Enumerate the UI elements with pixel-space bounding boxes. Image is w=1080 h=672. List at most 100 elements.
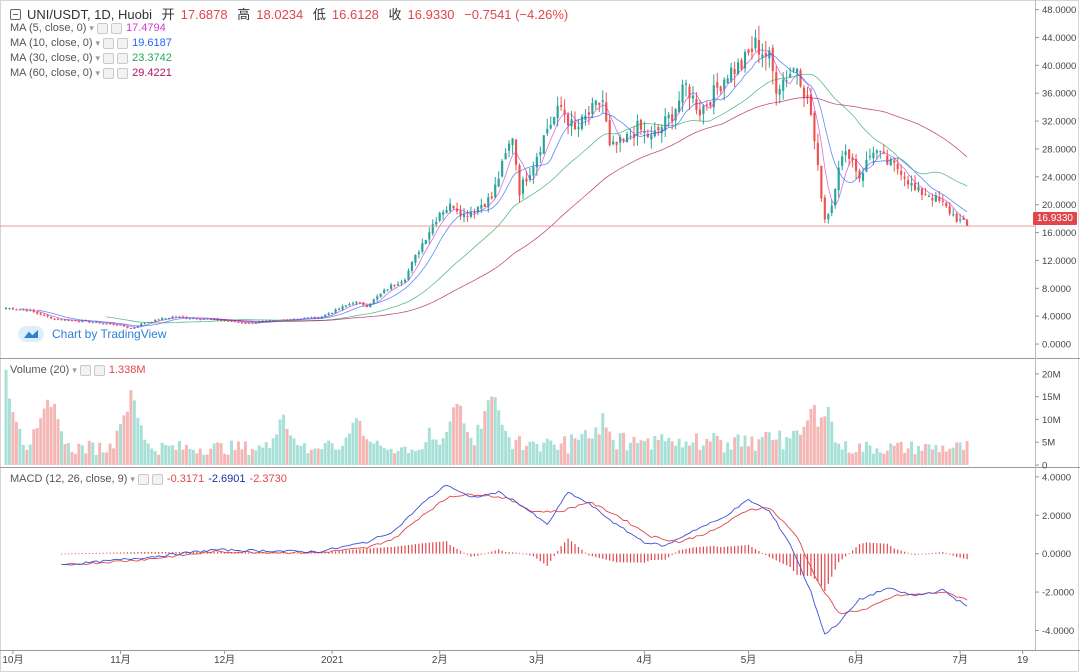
candle-body [650,134,653,140]
candle-body [740,60,743,70]
candle-body [379,293,382,297]
volume-bar [202,454,206,465]
close-icon[interactable] [117,38,129,49]
close-icon[interactable] [151,474,163,485]
candle-body [806,95,809,98]
macd-histogram-bar [106,552,108,554]
macd-histogram-bar [754,549,757,554]
candle-body [896,164,899,170]
volume-bar [632,436,636,465]
volume-bar [361,435,365,465]
volume-bar [587,438,591,465]
macd-histogram-bar [518,552,521,554]
volume-bar [327,440,331,465]
close-icon[interactable] [93,365,105,376]
macd-histogram-bar [511,552,514,554]
chevron-down-icon[interactable]: ▾ [72,365,77,375]
volume-bar [691,442,695,465]
macd-histogram-bar [213,551,215,554]
candle-body [39,313,42,315]
candle-body [455,208,459,212]
macd-histogram-bar [491,551,493,554]
candle-body [334,309,337,314]
macd-histogram-bar [949,553,951,555]
volume-bar [847,452,851,465]
tradingview-watermark[interactable]: Chart by TradingView [18,326,167,342]
close-icon[interactable] [117,53,129,64]
chevron-down-icon[interactable]: ▾ [95,53,101,63]
candle-body [77,321,80,323]
ma-legend-row[interactable]: MA (60, close, 0) ▾ 29.4221 [10,66,172,81]
ma-legend-row[interactable]: MA (30, close, 0) ▾ 23.3742 [10,51,172,66]
settings-icon[interactable] [103,68,115,79]
volume-bar [462,423,466,465]
settings-icon[interactable] [96,23,108,34]
volume-bar [549,440,553,465]
settings-icon[interactable] [79,365,91,376]
candle-body [11,308,15,310]
collapse-icon[interactable] [10,9,21,20]
candle-body [237,322,240,324]
macd-histogram-bar [699,546,701,554]
macd-histogram-bar [779,553,781,563]
open-label: 开 [161,7,175,22]
volume-legend-row[interactable]: Volume (20) ▾ 1.338M [10,363,146,378]
volume-bar [188,448,192,465]
volume-bar [119,424,122,465]
macd-histogram-bar [244,552,247,554]
volume-bar [289,435,292,465]
macd-legend-row[interactable]: MACD (12, 26, close, 9) ▾ -0.3171 -2.6901… [10,472,287,487]
volume-bar [91,442,95,465]
settings-icon[interactable] [103,53,115,64]
ma-legend-row[interactable]: MA (5, close, 0) ▾ 17.4794 [10,21,172,36]
macd-histogram-bar [675,552,677,554]
close-icon[interactable] [110,23,122,34]
chevron-down-icon[interactable]: ▾ [130,474,135,484]
chevron-down-icon[interactable]: ▾ [95,38,101,48]
volume-bar [819,417,823,465]
candle-body [542,135,545,154]
candle-body [161,318,164,321]
volume-bar [677,438,681,465]
candle-body [733,68,736,74]
price-axis-label: 16.0000 [1042,228,1076,239]
macd-histogram-bar [321,552,323,554]
candle-body [910,183,913,186]
volume-bar [837,443,841,465]
macd-histogram-bar [907,552,909,554]
time-axis-label: 19 [1017,655,1029,666]
macd-histogram-bar [883,543,885,554]
volume-bar [264,442,268,465]
settings-icon[interactable] [137,474,149,485]
macd-histogram-bar [324,552,326,554]
volume-bar [171,445,175,465]
candle-body [240,322,244,324]
volume-bar [670,441,674,465]
candle-body [754,37,757,49]
macd-histogram-bar [834,553,836,570]
close-icon[interactable] [117,68,129,79]
macd-histogram-bar [564,542,566,554]
chevron-down-icon[interactable]: ▾ [89,23,94,33]
volume-bar [365,439,369,465]
volume-bar [191,449,195,465]
volume-bar [261,447,265,465]
candle-body [310,317,313,319]
macd-histogram-bar [109,552,111,554]
volume-bar [393,453,397,465]
time-axis-label: 11月 [110,654,130,666]
chevron-down-icon[interactable]: ▾ [95,68,101,78]
macd-histogram-bar [806,553,809,576]
volume-bar [566,453,570,465]
volume-bar [806,420,809,465]
macd-histogram-bar [612,553,614,562]
settings-icon[interactable] [103,38,115,49]
price-axis-label: 36.0000 [1042,89,1076,100]
macd-histogram-bar [362,548,364,554]
volume-bar [396,450,400,465]
candle-body [830,205,833,214]
ma-legend-row[interactable]: MA (10, close, 0) ▾ 19.6187 [10,36,172,51]
candle-body [324,314,327,317]
volume-bar [483,411,487,465]
